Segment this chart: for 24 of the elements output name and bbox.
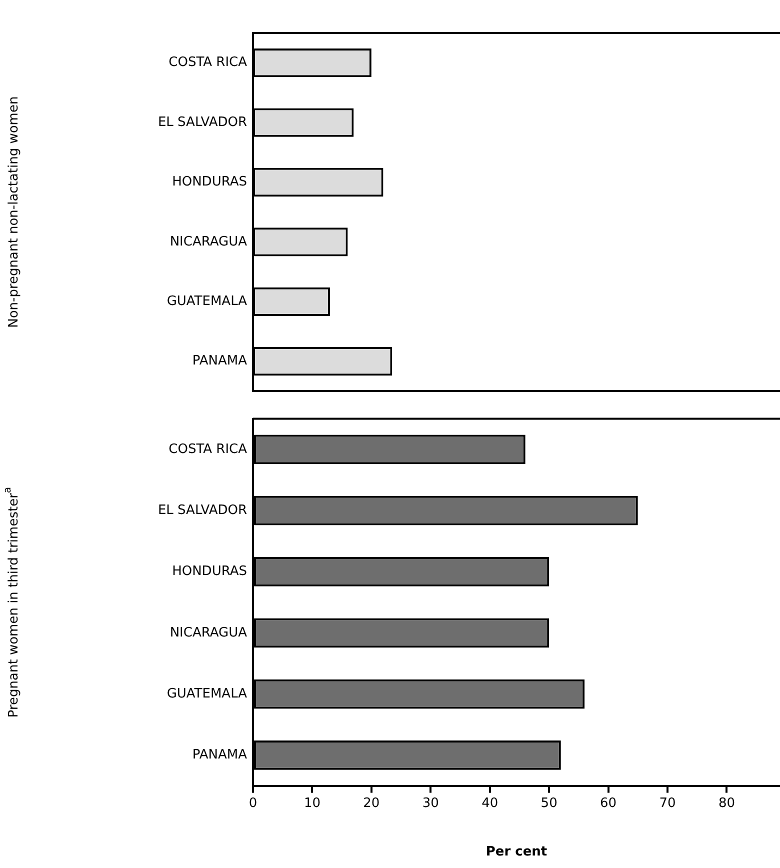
- x-tick-label: 70: [659, 796, 676, 811]
- x-tick-label: 50: [540, 796, 558, 811]
- y-tick-label: COSTA RICA: [168, 442, 248, 457]
- y-axis-title: Non-pregnant non-lactating women: [6, 96, 22, 328]
- y-tick-label: EL SALVADOR: [158, 502, 247, 518]
- x-tick-label: 40: [482, 796, 498, 811]
- y-tick-label: GUATEMALA: [166, 686, 248, 702]
- y-tick-label: HONDURAS: [172, 174, 247, 190]
- y-tick-label: EL SALVADOR: [158, 114, 247, 130]
- y-tick-label: COSTA RICA: [168, 55, 248, 70]
- x-tick-label: 80: [718, 796, 735, 811]
- y-axis-title: Pregnant women in third trimestera: [2, 486, 22, 718]
- y-tick-label: PANAMA: [192, 748, 248, 763]
- x-tick-label: 60: [600, 796, 617, 811]
- y-tick-label: NICARAGUA: [170, 234, 248, 250]
- x-axis-title: Per cent: [486, 844, 548, 860]
- y-tick-label: GUATEMALA: [166, 294, 248, 310]
- x-tick-label: 30: [422, 796, 439, 811]
- y-tick-label: HONDURAS: [172, 564, 247, 580]
- x-tick-label: 10: [304, 796, 320, 811]
- y-tick-label: NICARAGUA: [170, 625, 248, 640]
- x-tick-label: 20: [363, 796, 380, 811]
- x-tick-label: 0: [248, 796, 258, 811]
- y-tick-label: PANAMA: [192, 354, 248, 369]
